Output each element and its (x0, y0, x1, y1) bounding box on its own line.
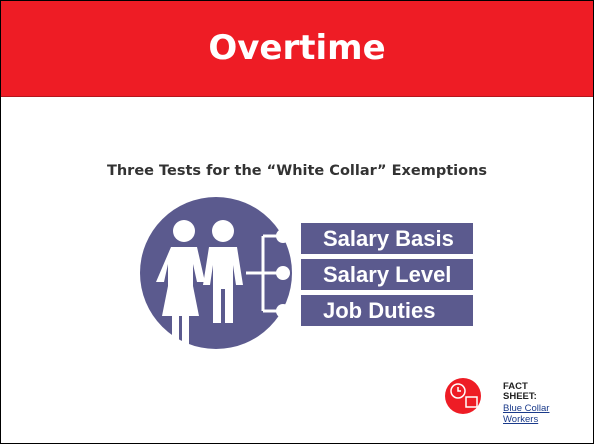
people-icon (156, 220, 243, 344)
test-bar: Job Duties (301, 295, 473, 326)
fact-sheet-link[interactable]: Blue Collar Workers (503, 403, 550, 425)
test-bar: Salary Level (301, 259, 473, 290)
header-band (1, 1, 593, 97)
slide-title: Overtime (208, 28, 386, 68)
fact-sheet-label: FACT SHEET: (503, 381, 537, 402)
subtitle: Three Tests for the “White Collar” Exemp… (106, 163, 488, 179)
clock-icon (450, 383, 478, 408)
test-bar: Salary Basis (301, 223, 473, 254)
connector-dots (276, 229, 290, 318)
